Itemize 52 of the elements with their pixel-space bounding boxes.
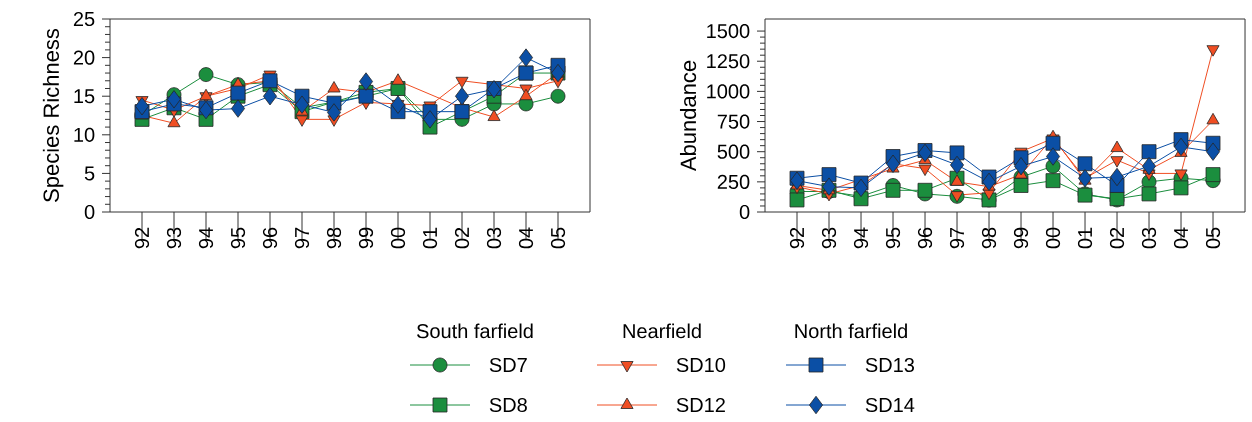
y-tick-label: 750: [717, 114, 750, 129]
x-tick-label: 00: [1045, 227, 1061, 249]
text: Nearfield: [623, 323, 701, 339]
x-tick-label: 00: [390, 227, 406, 249]
x-tick-label: 94: [198, 227, 214, 249]
y-tick-label: 1250: [707, 54, 750, 69]
legend-label: SD12: [676, 397, 725, 413]
y-tick-label: 0: [739, 204, 750, 220]
x-tick-label: 97: [294, 227, 310, 249]
text: South farfield: [416, 323, 533, 339]
x-tick-label: 95: [230, 227, 246, 249]
x-tick-label: 94: [853, 227, 869, 249]
y-tick-label: 1500: [707, 23, 750, 39]
x-tick-label: 98: [981, 227, 997, 249]
y-tick-label: 250: [717, 174, 750, 189]
x-tick-label: 03: [1141, 227, 1157, 249]
x-tick-label: 05: [550, 227, 566, 249]
x-tick-label: 96: [262, 227, 278, 249]
x-tick-label: 04: [518, 227, 534, 249]
y-tick-label: 5: [84, 166, 95, 181]
y-tick-label: 0: [84, 204, 95, 220]
y-tick-label: 500: [717, 144, 750, 159]
x-tick-label: 98: [326, 227, 342, 249]
x-tick-label: 93: [821, 227, 837, 249]
legend-label: SD14: [865, 397, 915, 413]
y-axis-title: Abundance: [679, 60, 697, 172]
y-tick-label: 20: [73, 50, 95, 65]
x-tick-label: 92: [134, 227, 150, 249]
x-tick-label: 01: [422, 227, 438, 249]
legend-label: SD10: [676, 357, 726, 373]
x-tick-label: 99: [1013, 227, 1029, 249]
x-tick-label: 97: [949, 227, 965, 249]
text: North farfield: [795, 323, 907, 339]
x-tick-label: 99: [358, 227, 374, 249]
x-tick-label: 01: [1077, 227, 1093, 249]
x-tick-label: 05: [1205, 227, 1221, 249]
y-tick-label: 15: [74, 89, 95, 104]
legend-label: SD13: [865, 357, 915, 373]
legend-label: SD8: [489, 397, 527, 413]
x-tick-label: 04: [1173, 227, 1189, 249]
y-tick-label: 10: [74, 127, 95, 142]
y-tick-label: 25: [73, 11, 95, 27]
x-tick-label: 92: [789, 227, 805, 249]
x-tick-label: 03: [486, 227, 502, 249]
x-tick-label: 02: [454, 227, 470, 249]
x-tick-label: 93: [166, 227, 182, 249]
y-axis-title: Species Richness: [42, 28, 64, 202]
legend-label: SD7: [489, 357, 527, 373]
y-tick-label: 1000: [707, 84, 750, 99]
x-tick-label: 02: [1109, 227, 1125, 249]
x-tick-label: 96: [917, 227, 933, 249]
x-tick-label: 95: [885, 227, 901, 249]
